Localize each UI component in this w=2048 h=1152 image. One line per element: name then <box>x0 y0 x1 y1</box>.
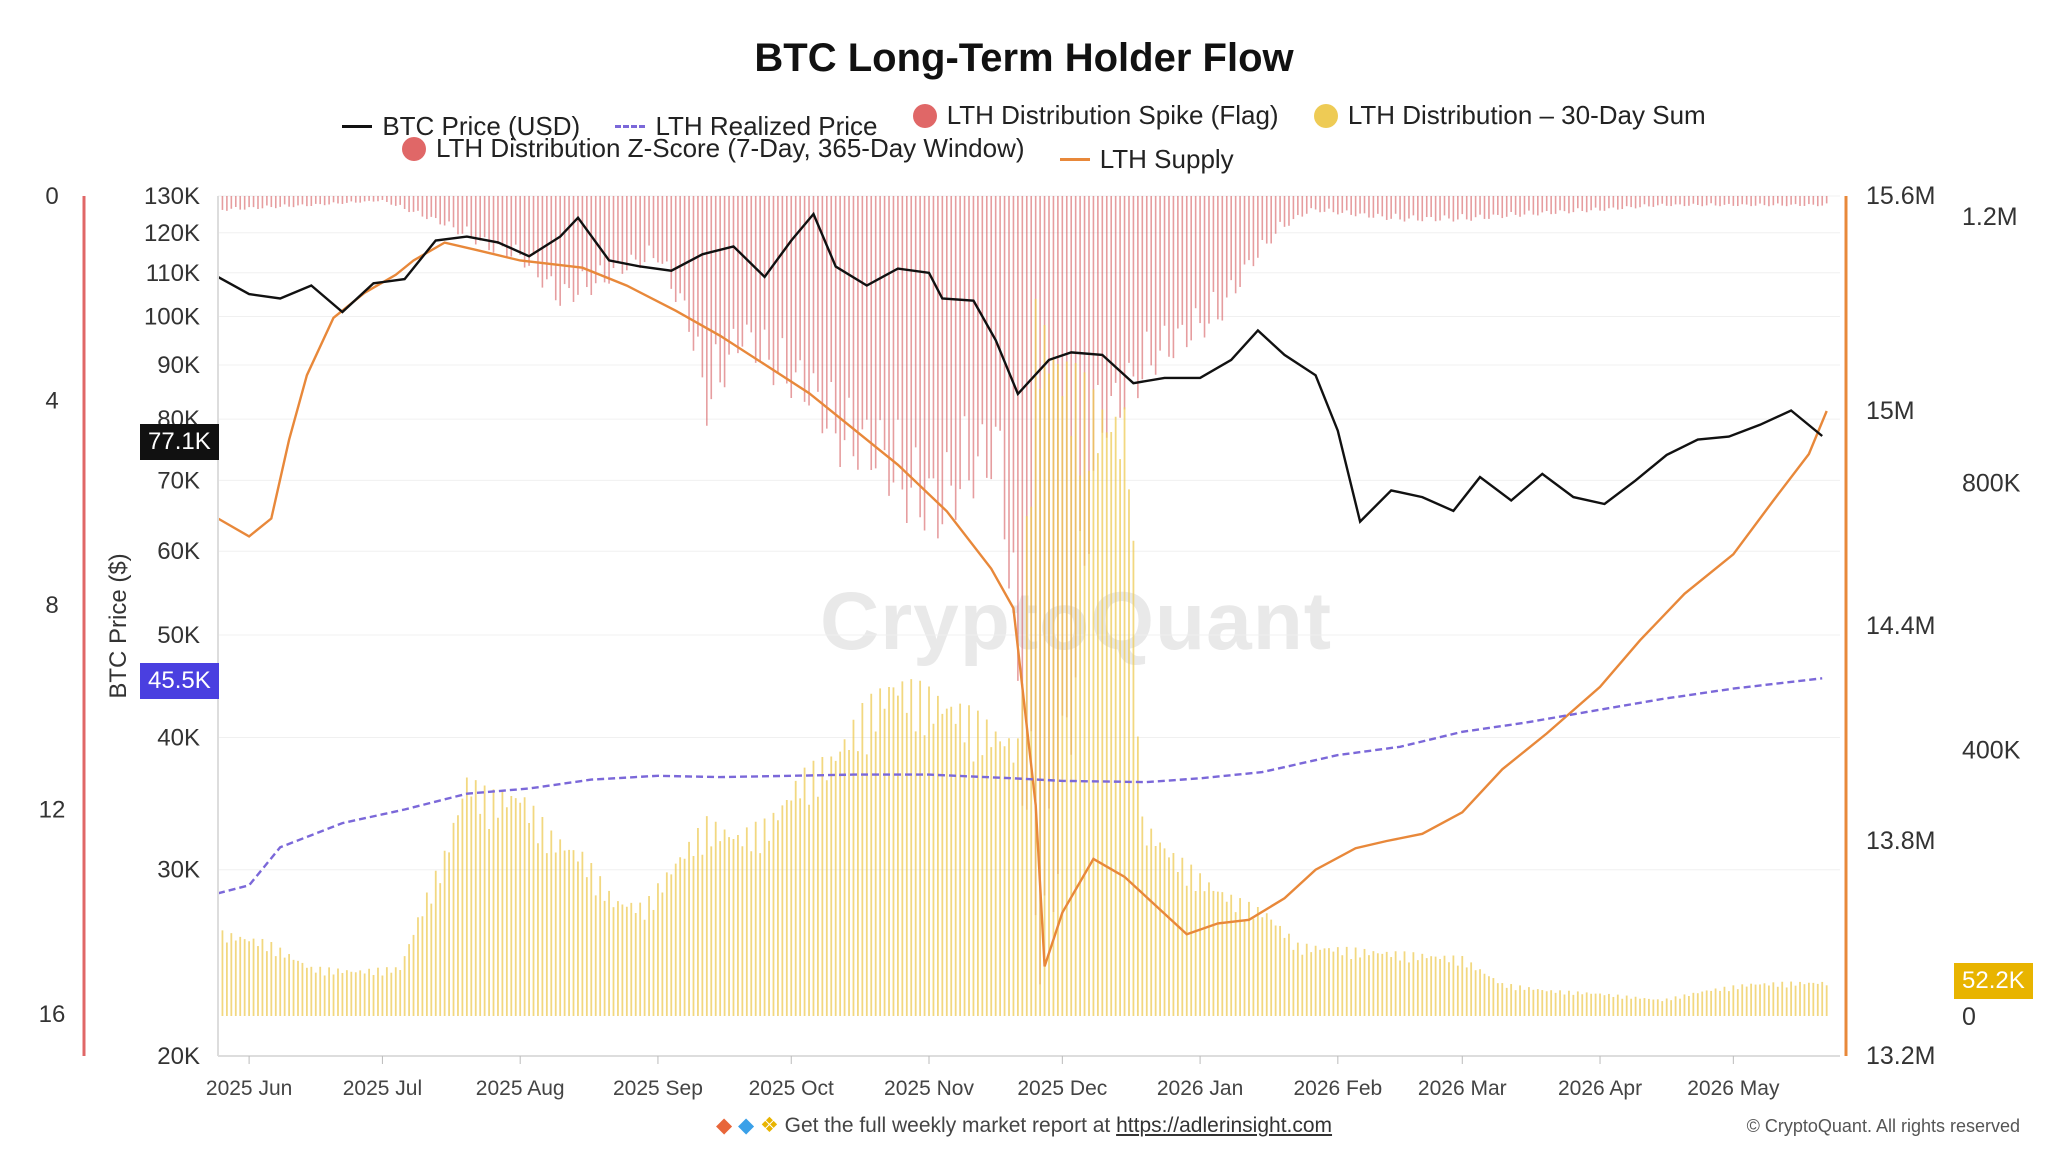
price-tick-label: 60K <box>157 538 200 565</box>
distribution-tick-label: 800K <box>1962 470 2021 498</box>
orange-diamond-icon: ◆ <box>715 1114 733 1137</box>
chart-title: BTC Long-Term Holder Flow <box>754 36 1294 80</box>
zscore-tick-label: 16 <box>39 1001 66 1028</box>
zscore-tick-label: 12 <box>39 797 66 824</box>
supply-tick-label: 15.6M <box>1866 182 1935 210</box>
line-swatch-icon <box>342 124 373 128</box>
raised-hands-icon: ❖ <box>759 1114 779 1137</box>
legend-item-lth-realized-price[interactable]: LTH Realized Price <box>615 111 878 142</box>
supply-tick-label: 13.8M <box>1866 827 1935 855</box>
supply-tick-label: 14.4M <box>1866 612 1935 640</box>
x-tick-label: 2026 Feb <box>1293 1077 1382 1100</box>
legend-row-2: LTH Distribution Z-Score (7-Day, 365-Day… <box>0 133 1248 175</box>
orange-line-swatch-icon <box>1059 157 1090 161</box>
distribution-tick-label: 1.2M <box>1962 203 2018 231</box>
legend-item-btc-price[interactable]: BTC Price (USD) <box>342 111 580 142</box>
legend-item-distribution-spike[interactable]: LTH Distribution Spike (Flag) <box>912 100 1279 131</box>
x-tick-label: 2025 Sep <box>613 1077 703 1100</box>
lth-realized-price-line <box>217 677 1823 895</box>
x-tick-label: 2025 Jul <box>343 1077 422 1100</box>
x-tick-label: 2025 Jun <box>206 1077 292 1100</box>
yellow-dot-icon <box>1313 103 1338 128</box>
x-tick-label: 2026 Jan <box>1157 1077 1243 1100</box>
legend-item-lth-supply[interactable]: LTH Supply <box>1059 144 1234 175</box>
x-tick-label: 2025 Dec <box>1017 1077 1107 1100</box>
red-dot-icon <box>402 136 426 161</box>
realized-price-current-badge: 45.5K <box>140 663 219 699</box>
legend-row-1: BTC Price (USD) LTH Realized Price LTH D… <box>0 100 2048 142</box>
price-tick-label: 120K <box>144 220 200 247</box>
price-tick-label: 110K <box>146 260 200 287</box>
distribution-tick-label: 400K <box>1962 736 2021 764</box>
distribution-sum-current-badge: 52.2K <box>1954 963 2033 999</box>
legend-item-distribution-30day-sum[interactable]: LTH Distribution – 30-Day Sum <box>1313 100 1706 131</box>
supply-tick-label: 15M <box>1866 397 1915 425</box>
footer: ◆ ◆ ❖ Get the full weekly market report … <box>0 1113 2048 1138</box>
price-tick-label: 130K <box>144 183 200 210</box>
price-tick-label: 30K <box>157 857 200 884</box>
zscore-tick-label: 0 <box>45 183 58 210</box>
price-tick-label: 20K <box>157 1043 200 1070</box>
supply-tick-label: 13.2M <box>1866 1042 1935 1070</box>
x-tick-label: 2026 May <box>1687 1077 1780 1100</box>
price-tick-label: 70K <box>157 467 200 494</box>
footer-text: Get the full weekly market report at <box>784 1114 1117 1137</box>
distribution-tick-label: 0 <box>1962 1003 1976 1031</box>
zscore-tick-label: 8 <box>45 592 58 619</box>
price-tick-label: 50K <box>157 622 200 649</box>
price-tick-label: 90K <box>157 352 200 379</box>
zscore-tick-label: 4 <box>45 388 58 415</box>
copyright: © CryptoQuant. All rights reserved <box>1746 1116 2020 1136</box>
lth-supply-line <box>217 241 1828 967</box>
price-axis-title: BTC Price ($) <box>105 553 132 698</box>
dashed-line-swatch-icon <box>615 124 646 128</box>
btc-price-current-badge: 77.1K <box>140 424 219 460</box>
btc-price-line <box>217 211 1823 524</box>
x-tick-label: 2025 Oct <box>749 1077 834 1100</box>
blue-gem-icon: ◆ <box>737 1114 755 1137</box>
legend-item-distribution-zscore[interactable]: LTH Distribution Z-Score (7-Day, 365-Day… <box>402 133 1025 164</box>
x-tick-label: 2025 Aug <box>476 1077 565 1100</box>
x-tick-label: 2025 Nov <box>884 1077 974 1100</box>
x-tick-label: 2026 Mar <box>1418 1077 1507 1100</box>
price-tick-label: 40K <box>157 725 200 752</box>
footer-link[interactable]: https://adlerinsight.com <box>1116 1114 1333 1137</box>
price-tick-label: 100K <box>144 304 200 331</box>
red-dot-icon <box>912 103 937 128</box>
x-tick-label: 2026 Apr <box>1558 1077 1642 1100</box>
